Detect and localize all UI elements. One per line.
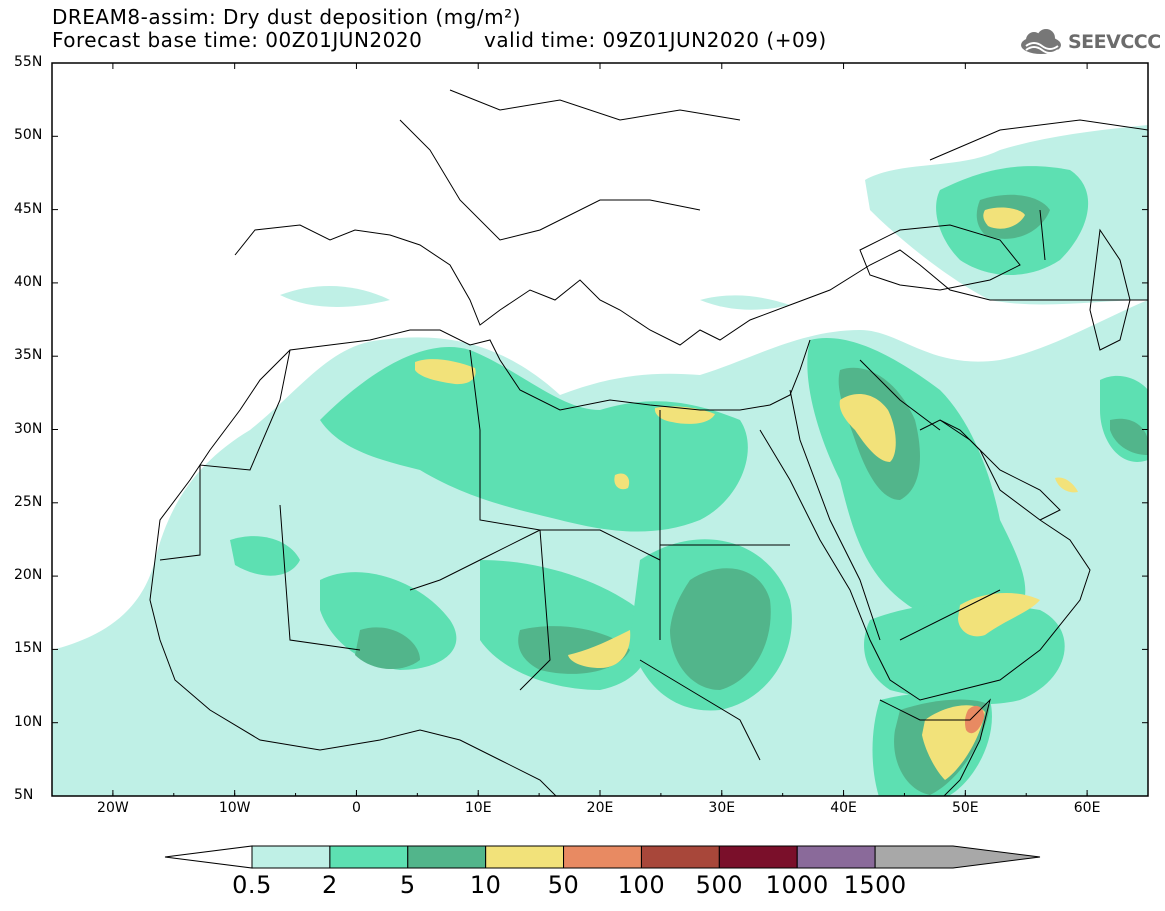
- seevccc-logo: SEEVCCC: [1018, 28, 1161, 56]
- lat-label: 50N: [14, 127, 43, 144]
- lat-label: 15N: [14, 640, 43, 657]
- lon-label: 20W: [97, 800, 129, 816]
- lon-label: 30E: [708, 800, 736, 816]
- lat-label: 25N: [14, 493, 43, 510]
- valid-time: valid time: 09Z01JUN2020 (+09): [484, 28, 827, 52]
- coastlines: [149, 89, 1148, 796]
- colorbar: [164, 845, 1041, 869]
- cloud-logo-icon: [1021, 29, 1061, 54]
- colorbar-swatch: [329, 845, 409, 869]
- lon-label: 40E: [830, 800, 857, 816]
- dust-level-10: [415, 207, 1078, 780]
- map-title: DREAM8-assim: Dry dust deposition (mg/m²…: [52, 5, 521, 29]
- forecast-base-time: Forecast base time: 00Z01JUN2020: [52, 28, 423, 52]
- colorbar-label: 5: [399, 871, 416, 899]
- colorbar-swatch: [874, 845, 1041, 869]
- lon-label: 10E: [464, 800, 492, 816]
- dust-field: [52, 125, 1148, 796]
- logo-text: SEEVCCC: [1068, 31, 1161, 53]
- lon-label: 10W: [218, 800, 251, 816]
- lat-label: 55N: [14, 54, 43, 70]
- lat-label: 5N: [14, 787, 34, 803]
- lat-label: 45N: [14, 200, 43, 217]
- colorbar-swatch: [640, 845, 720, 869]
- axis-ticks: [51, 62, 1149, 797]
- lat-label: 35N: [14, 347, 43, 364]
- colorbar-label: 1000: [765, 871, 829, 899]
- colorbar-swatch: [718, 845, 798, 869]
- colorbar-label: 1500: [843, 871, 907, 899]
- colorbar-swatch: [251, 845, 331, 869]
- lon-label: 20E: [586, 800, 614, 816]
- dust-level-50: [964, 705, 985, 734]
- colorbar-label: 50: [547, 871, 580, 899]
- lat-label: 10N: [14, 713, 43, 730]
- colorbar-label: 100: [617, 871, 666, 899]
- colorbar-swatch: [407, 845, 487, 869]
- colorbar-label: 10: [469, 871, 502, 899]
- lon-label: 50E: [951, 800, 979, 816]
- lat-label: 20N: [14, 567, 43, 584]
- colorbar-low-end: [164, 845, 253, 869]
- colorbar-swatch: [485, 845, 565, 869]
- lon-label: 0: [351, 800, 361, 816]
- lat-label: 40N: [14, 273, 43, 290]
- colorbar-swatch: [563, 845, 642, 869]
- lat-label: 30N: [14, 420, 43, 437]
- colorbar-swatch: [796, 845, 876, 869]
- colorbar-label: 500: [695, 871, 743, 899]
- colorbar-label: 2: [321, 871, 338, 899]
- lon-label: 60E: [1073, 800, 1101, 816]
- colorbar-label: 0.5: [232, 871, 272, 899]
